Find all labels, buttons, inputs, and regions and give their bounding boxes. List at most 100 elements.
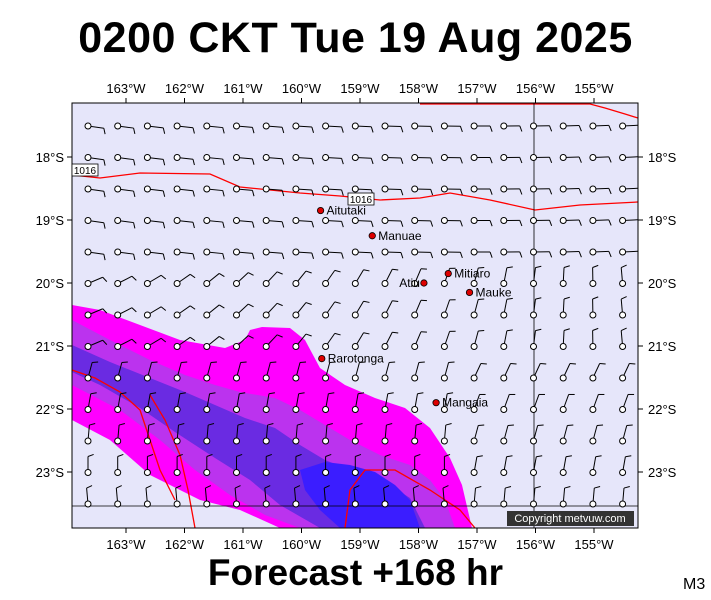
axis-ticks: 163°W 163°W 162°W 162°W 161°W 161°W 160°W 160°W… [36, 81, 677, 552]
map-title: 0200 CKT Tue 19 Aug 2025 [78, 14, 633, 62]
place-atiu: Atiu [399, 276, 428, 290]
wind-barb [322, 154, 344, 165]
wind-barb [619, 185, 638, 193]
place-label: Mauke [476, 285, 512, 299]
wind-barb [559, 424, 574, 445]
wind-barb [84, 217, 106, 229]
wind-barb [559, 393, 575, 413]
wind-barb [173, 392, 186, 413]
wind-barb [143, 453, 154, 476]
wind-barb [559, 363, 576, 382]
lon-tick-label-bottom: 158°W [399, 537, 439, 552]
wind-barb [114, 361, 128, 382]
place-label: Mangaia [442, 396, 488, 410]
lat-tick-label-left: 23°S [36, 465, 65, 480]
wind-barb [292, 122, 315, 133]
wind-barb [143, 392, 157, 413]
lon-tick-label-top: 157°W [457, 81, 497, 96]
wind-barb [411, 268, 427, 287]
wind-barb [589, 393, 605, 413]
wind-barb [203, 122, 225, 134]
wind-barb [233, 272, 254, 287]
wind-barb [440, 392, 454, 413]
wind-barb [381, 361, 396, 382]
wind-barb [203, 361, 217, 382]
wind-barb [500, 424, 514, 445]
wind-barb [84, 122, 106, 135]
wind-barb [292, 302, 312, 319]
wind-barb [500, 363, 517, 382]
wind-barb [292, 248, 315, 259]
isobar-sw-a [72, 369, 176, 501]
wind-barb [203, 304, 225, 319]
wind-barb [470, 298, 485, 319]
wind-barb [530, 486, 541, 508]
wind-barb [173, 185, 195, 197]
wind-barb [530, 217, 553, 227]
wind-barb [530, 363, 547, 382]
wind-barb [114, 248, 136, 261]
wind-barb [500, 122, 523, 132]
place-label: Manuae [378, 229, 422, 243]
wind-barb [381, 248, 404, 259]
wind-barb [292, 361, 307, 382]
wind-barb [411, 122, 434, 133]
wind-barb [411, 248, 434, 259]
wind-barb [440, 185, 463, 196]
isobar-label-group: 1016 1016 [71, 163, 375, 206]
lat-tick-label-left: 22°S [36, 402, 65, 417]
wind-barb [114, 453, 124, 476]
wind-barb [530, 393, 545, 413]
wind-barb [143, 306, 167, 319]
wind-barb [470, 486, 482, 508]
wind-barb [619, 296, 627, 319]
wind-barb [530, 424, 544, 445]
wind-barb [619, 248, 638, 256]
wind-barb [322, 453, 332, 476]
forecast-subtitle: Forecast +168 hr [207, 552, 504, 593]
wind-barb [589, 486, 601, 508]
place-label: Aitutaki [327, 204, 366, 218]
lon-tick-label-top: 155°W [574, 81, 614, 96]
wind-barb [262, 334, 283, 350]
wind-barb [262, 154, 285, 165]
wind-barb [143, 274, 167, 287]
wind-barb [322, 392, 335, 413]
lon-tick-label-bottom: 155°W [574, 537, 614, 552]
wind-barb [143, 248, 166, 260]
wind-barb [351, 332, 370, 350]
wind-barb [440, 485, 449, 508]
wind-barb [173, 423, 185, 445]
wind-barb [440, 217, 463, 227]
wind-barb [500, 297, 513, 319]
wind-barb [173, 154, 195, 166]
wind-barb [381, 185, 404, 196]
place-rarotonga: Rarotonga [318, 352, 384, 366]
wind-barb [381, 154, 404, 164]
wind-barb [351, 248, 374, 259]
wind-barb [619, 393, 635, 413]
wind-barb [233, 453, 243, 476]
wind-barb [381, 423, 393, 445]
wind-barb [322, 269, 341, 287]
wind-barb [322, 248, 344, 259]
town-marker-icon [444, 269, 452, 278]
wind-barb [589, 296, 599, 319]
wind-barb [322, 423, 333, 445]
wind-barb [589, 122, 612, 132]
wind-barb [322, 485, 330, 508]
wind-barb [381, 300, 399, 319]
wind-barb [530, 297, 542, 319]
wind-barb [114, 423, 126, 445]
wind-barb [84, 453, 94, 476]
lon-tick-label-top: 158°W [399, 81, 439, 96]
lat-tick-label-right: 18°S [648, 150, 677, 165]
wind-barb [262, 423, 274, 445]
wind-barb [233, 335, 254, 350]
wind-barb [114, 185, 136, 198]
wind-barbs [84, 122, 638, 508]
place-label: Mitiaro [454, 267, 490, 281]
wind-barb [470, 185, 493, 195]
wind-barb [411, 423, 423, 445]
wind-barb [589, 327, 599, 350]
